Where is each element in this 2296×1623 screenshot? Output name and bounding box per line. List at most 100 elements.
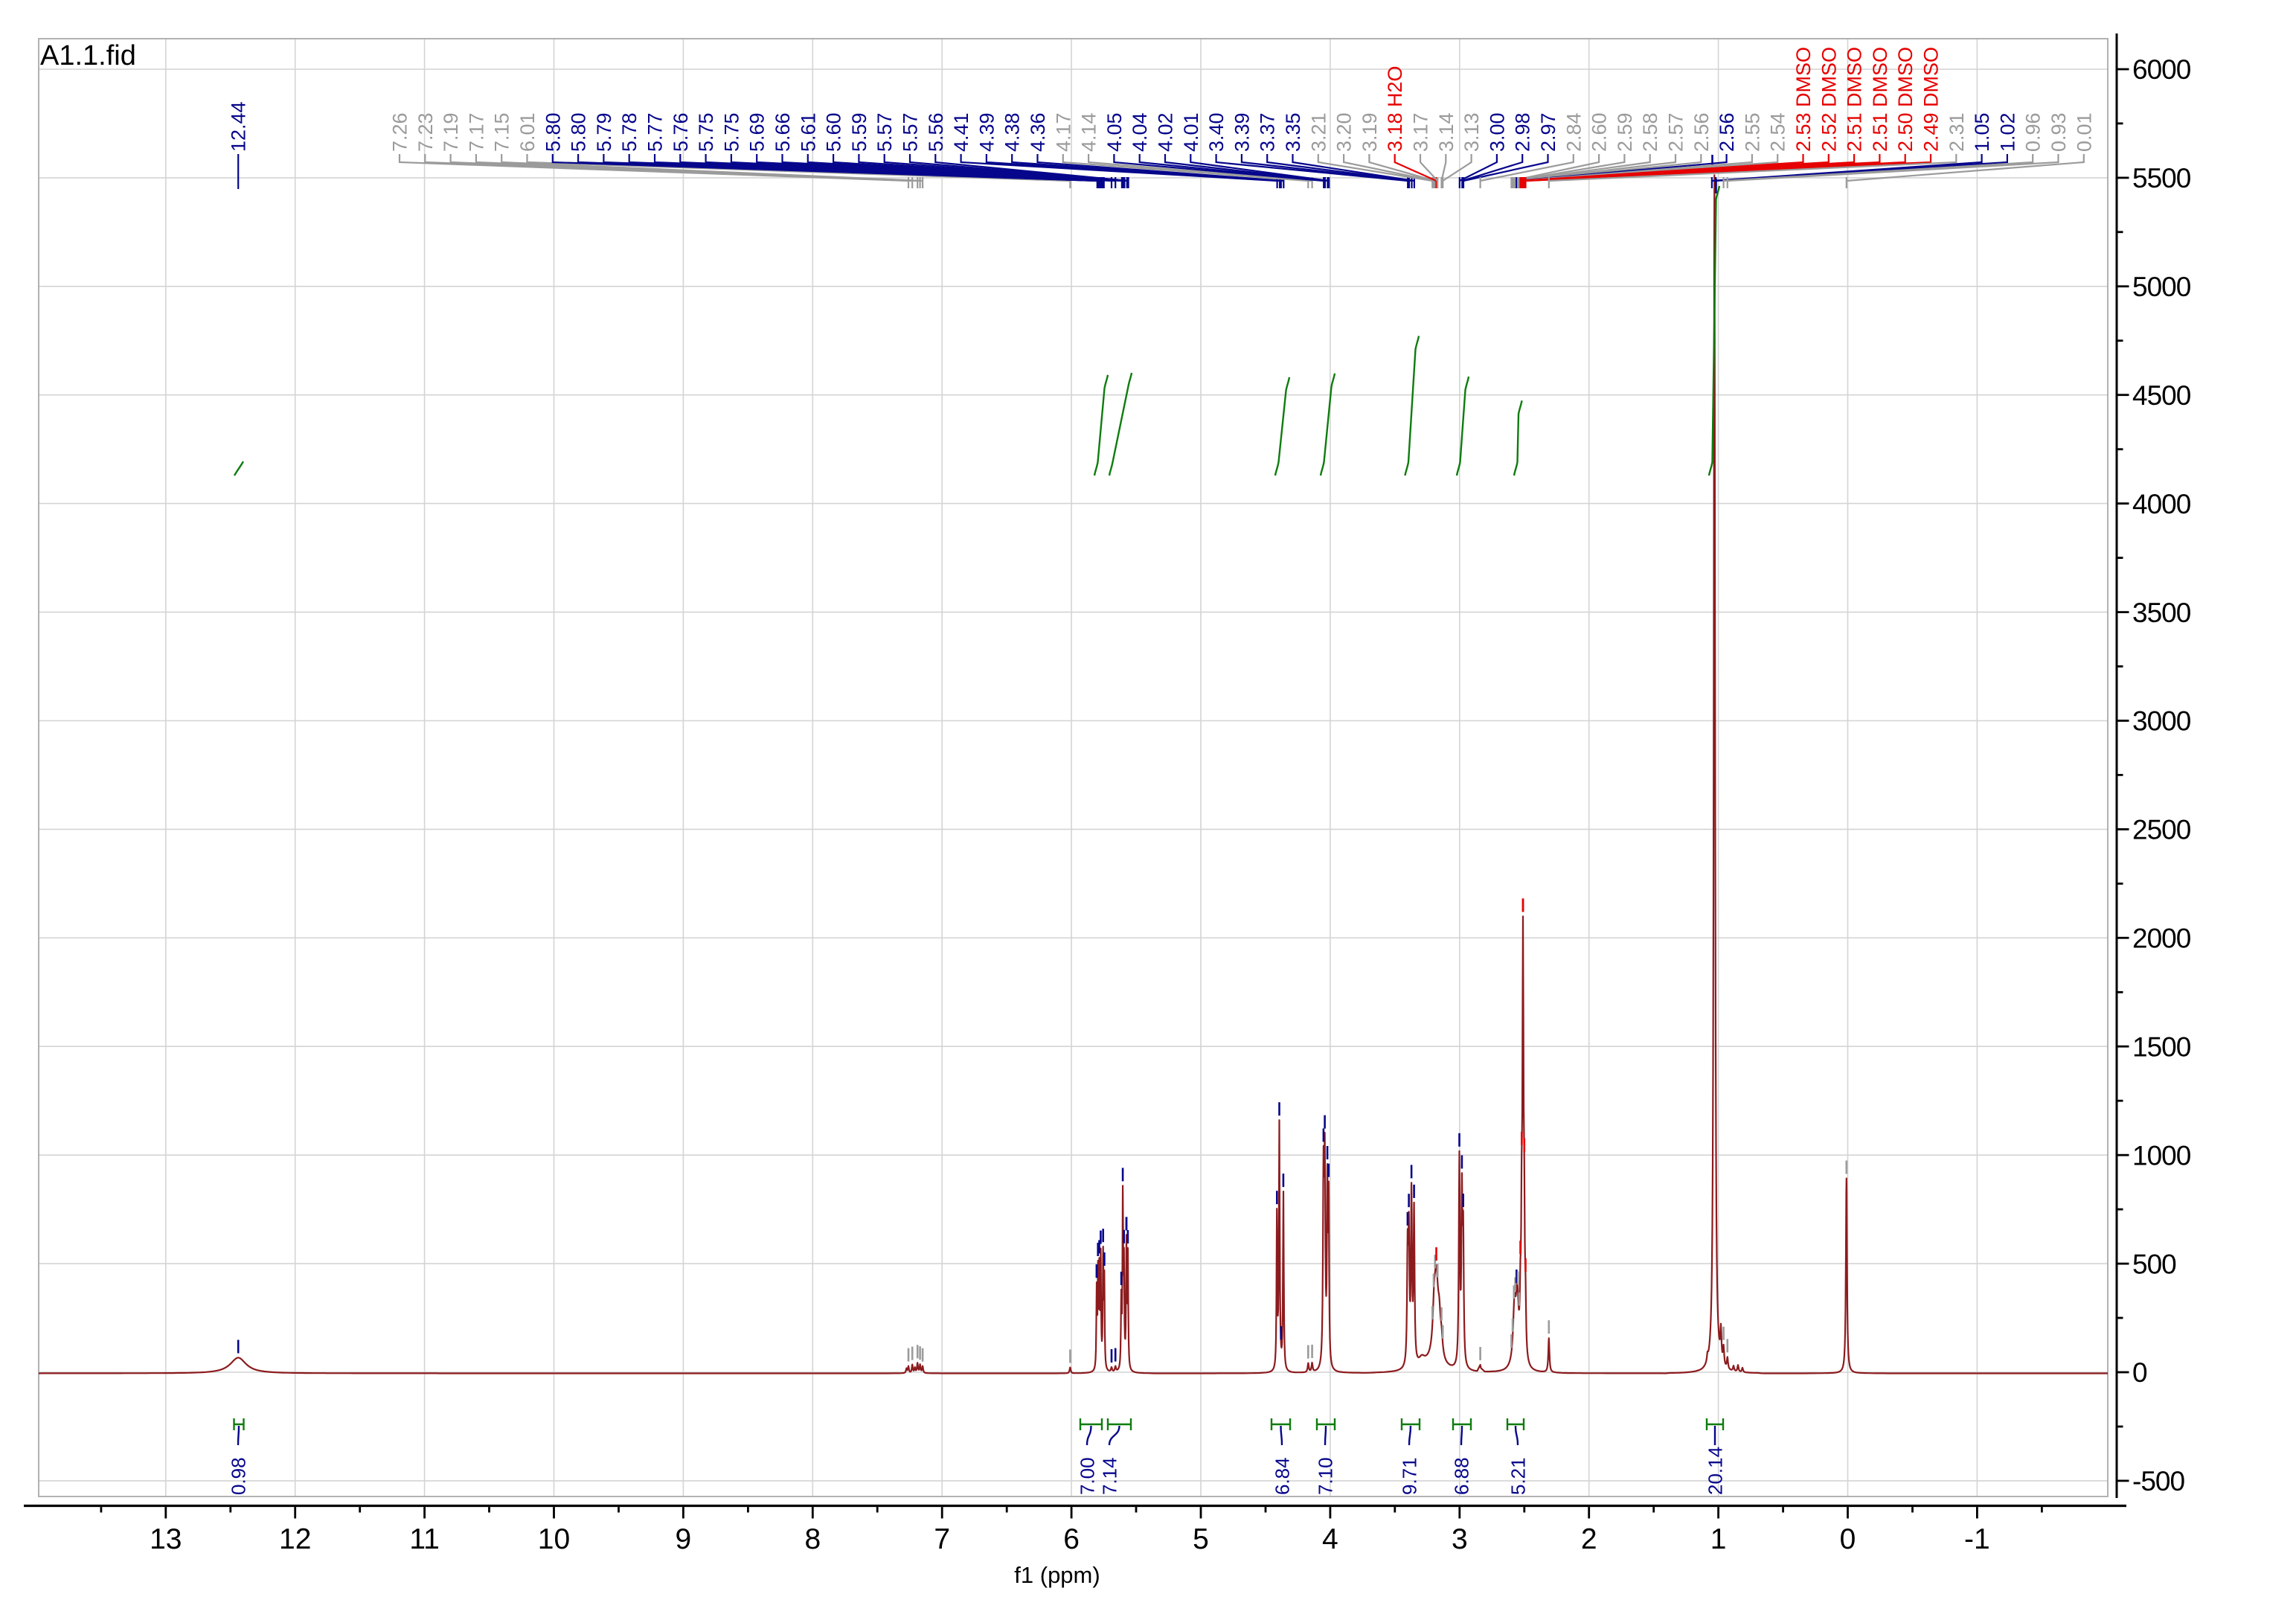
svg-text:5: 5: [1193, 1523, 1209, 1555]
svg-text:4.01: 4.01: [1180, 112, 1202, 152]
svg-text:4.04: 4.04: [1129, 112, 1151, 152]
svg-text:11: 11: [409, 1523, 440, 1555]
svg-text:500: 500: [2132, 1249, 2176, 1279]
svg-text:2.53 DMSO: 2.53 DMSO: [1792, 47, 1815, 152]
svg-text:7.14: 7.14: [1099, 1457, 1121, 1495]
svg-text:2.97: 2.97: [1537, 112, 1559, 152]
svg-text:7: 7: [934, 1523, 950, 1555]
svg-text:2.51 DMSO: 2.51 DMSO: [1844, 47, 1866, 152]
svg-text:3000: 3000: [2132, 706, 2191, 737]
svg-text:7.17: 7.17: [465, 112, 487, 152]
svg-text:2.56: 2.56: [1690, 112, 1713, 152]
svg-text:5000: 5000: [2132, 272, 2191, 302]
svg-text:5.75: 5.75: [695, 112, 717, 152]
svg-text:3: 3: [1452, 1523, 1468, 1555]
svg-text:3.00: 3.00: [1486, 112, 1508, 152]
svg-text:A1.1.fid: A1.1.fid: [40, 40, 136, 71]
svg-text:5.59: 5.59: [848, 112, 870, 152]
svg-text:-500: -500: [2132, 1466, 2184, 1496]
svg-text:5.77: 5.77: [644, 112, 667, 152]
svg-text:5500: 5500: [2132, 163, 2191, 193]
svg-text:5.66: 5.66: [772, 112, 794, 152]
svg-text:3.18 H2O: 3.18 H2O: [1384, 65, 1406, 152]
svg-text:0.98: 0.98: [228, 1457, 250, 1495]
svg-text:2.55: 2.55: [1741, 112, 1763, 152]
svg-text:4.36: 4.36: [1027, 112, 1049, 152]
svg-text:5.57: 5.57: [873, 112, 896, 152]
svg-text:5.78: 5.78: [618, 112, 641, 152]
svg-text:6000: 6000: [2132, 54, 2191, 85]
svg-text:0: 0: [1840, 1523, 1856, 1555]
svg-text:3.39: 3.39: [1231, 112, 1253, 152]
svg-text:2.54: 2.54: [1767, 112, 1789, 152]
svg-text:5.61: 5.61: [797, 112, 819, 152]
svg-text:2.50 DMSO: 2.50 DMSO: [1894, 47, 1917, 152]
svg-text:5.80: 5.80: [568, 112, 590, 152]
svg-text:1000: 1000: [2132, 1140, 2191, 1171]
svg-text:4000: 4000: [2132, 489, 2191, 519]
svg-text:2.52 DMSO: 2.52 DMSO: [1818, 47, 1840, 152]
svg-text:2.51 DMSO: 2.51 DMSO: [1869, 47, 1891, 152]
svg-text:2.60: 2.60: [1588, 112, 1611, 152]
svg-text:3.13: 3.13: [1460, 112, 1483, 152]
svg-text:4: 4: [1322, 1523, 1338, 1555]
svg-text:4.14: 4.14: [1078, 112, 1100, 152]
svg-text:5.80: 5.80: [542, 112, 564, 152]
svg-text:3.19: 3.19: [1359, 112, 1381, 152]
svg-text:7.23: 7.23: [414, 112, 437, 152]
svg-text:2.98: 2.98: [1512, 112, 1534, 152]
svg-text:4.02: 4.02: [1155, 112, 1177, 152]
svg-text:2.56: 2.56: [1716, 112, 1738, 152]
svg-text:2.84: 2.84: [1562, 112, 1585, 152]
svg-text:7.19: 7.19: [440, 112, 462, 152]
svg-text:6.88: 6.88: [1451, 1457, 1473, 1495]
svg-text:1.05: 1.05: [1971, 112, 1993, 152]
svg-text:5.56: 5.56: [925, 112, 947, 152]
svg-text:8: 8: [804, 1523, 821, 1555]
svg-text:5.79: 5.79: [593, 112, 615, 152]
svg-text:6.01: 6.01: [516, 112, 539, 152]
svg-text:2.59: 2.59: [1614, 112, 1636, 152]
svg-text:7.10: 7.10: [1315, 1457, 1337, 1495]
svg-text:9: 9: [676, 1523, 692, 1555]
svg-text:1500: 1500: [2132, 1031, 2191, 1062]
svg-text:6: 6: [1063, 1523, 1080, 1555]
svg-text:3.20: 3.20: [1333, 112, 1356, 152]
svg-text:f1 (ppm): f1 (ppm): [1014, 1562, 1100, 1588]
svg-text:3.35: 3.35: [1282, 112, 1304, 152]
svg-text:3.14: 3.14: [1435, 112, 1458, 152]
svg-text:2.49 DMSO: 2.49 DMSO: [1920, 47, 1943, 152]
svg-text:0.93: 0.93: [2048, 112, 2070, 152]
svg-text:3.37: 3.37: [1257, 112, 1279, 152]
svg-text:2500: 2500: [2132, 815, 2191, 845]
svg-text:0.96: 0.96: [2022, 112, 2045, 152]
svg-text:2: 2: [1581, 1523, 1597, 1555]
svg-text:2.31: 2.31: [1946, 112, 1968, 152]
svg-text:4500: 4500: [2132, 380, 2191, 411]
svg-text:5.69: 5.69: [746, 112, 769, 152]
svg-text:1.02: 1.02: [1996, 112, 2018, 152]
svg-text:4.39: 4.39: [975, 112, 998, 152]
svg-text:2.58: 2.58: [1639, 112, 1661, 152]
svg-text:6.84: 6.84: [1272, 1457, 1294, 1495]
svg-text:5.60: 5.60: [823, 112, 845, 152]
svg-text:7.15: 7.15: [491, 112, 513, 152]
svg-text:7.26: 7.26: [389, 112, 411, 152]
svg-text:0: 0: [2132, 1357, 2147, 1388]
svg-text:3.17: 3.17: [1410, 112, 1432, 152]
svg-text:7.00: 7.00: [1077, 1457, 1099, 1495]
svg-text:13: 13: [150, 1523, 182, 1555]
svg-text:2.57: 2.57: [1665, 112, 1687, 152]
svg-text:3.40: 3.40: [1205, 112, 1228, 152]
svg-text:5.57: 5.57: [900, 112, 922, 152]
svg-text:0.01: 0.01: [2073, 112, 2095, 152]
svg-text:-1: -1: [1964, 1523, 1990, 1555]
svg-text:12: 12: [279, 1523, 311, 1555]
svg-text:4.17: 4.17: [1052, 112, 1074, 152]
svg-text:12.44: 12.44: [228, 101, 250, 152]
svg-text:2000: 2000: [2132, 923, 2191, 954]
svg-text:20.14: 20.14: [1705, 1447, 1727, 1495]
svg-text:4.38: 4.38: [1001, 112, 1024, 152]
svg-text:10: 10: [538, 1523, 570, 1555]
svg-text:4.05: 4.05: [1103, 112, 1126, 152]
